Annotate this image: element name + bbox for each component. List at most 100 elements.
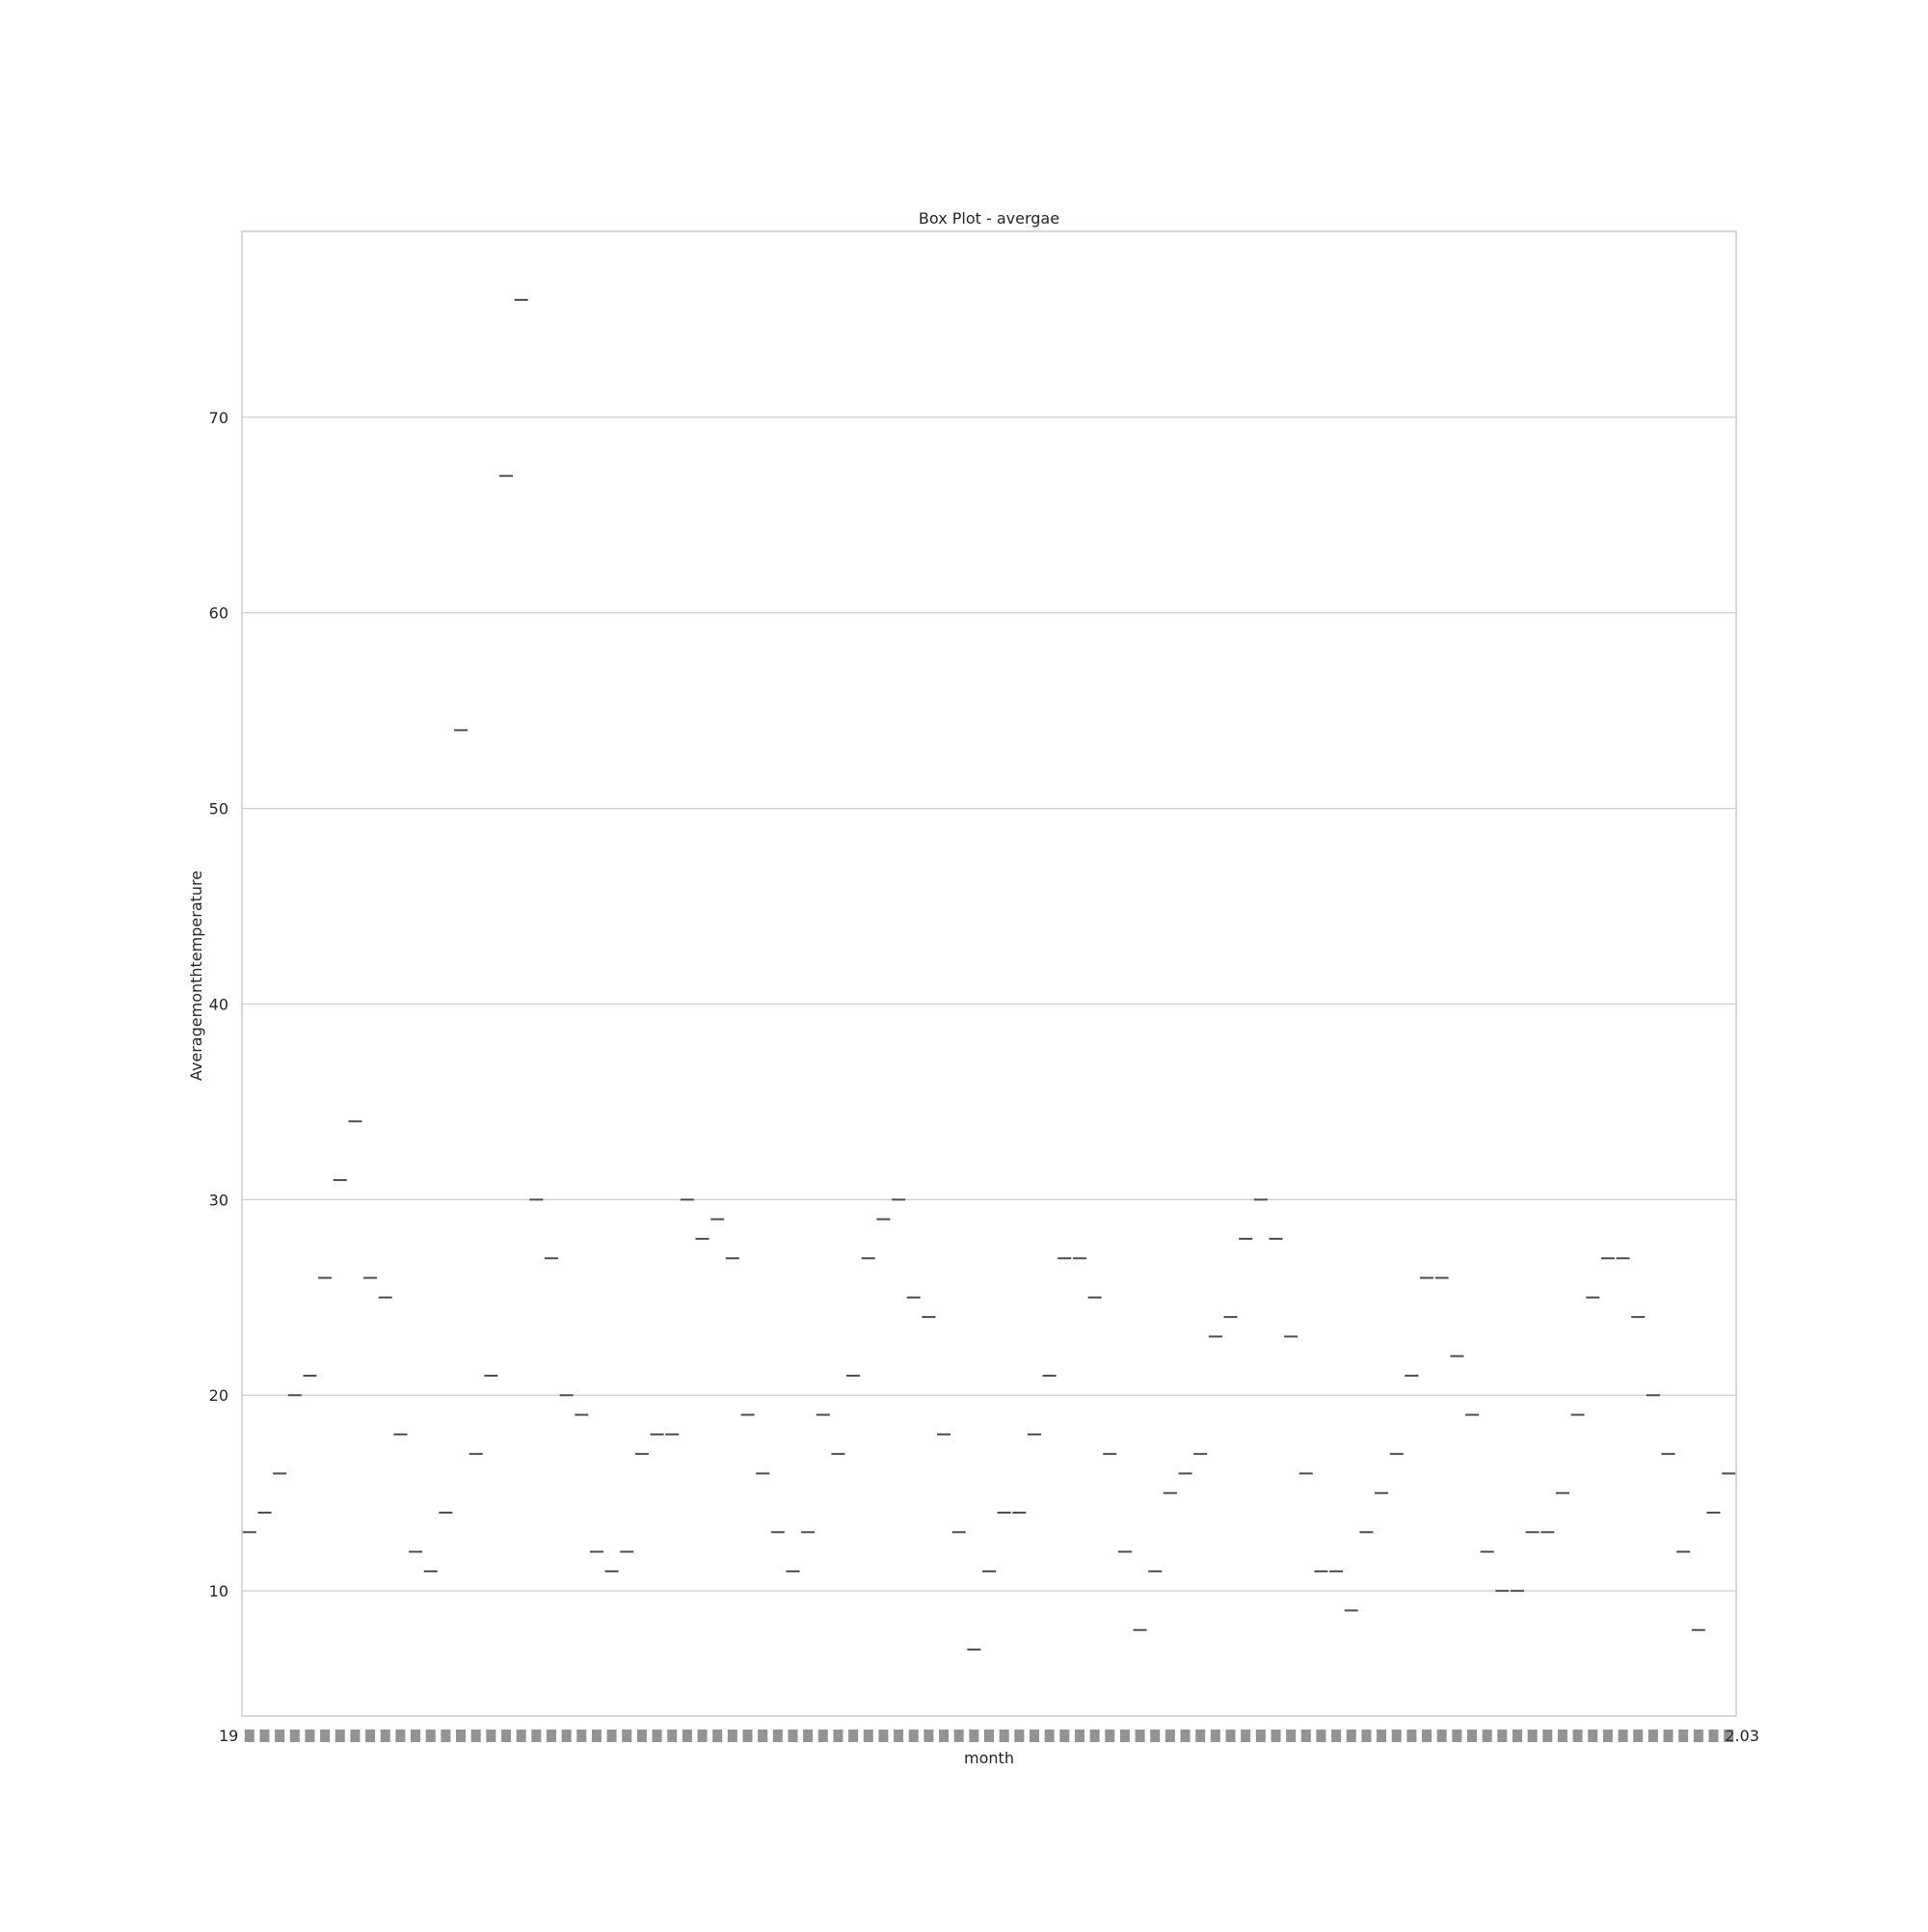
x-tick-label-overlap (1647, 1730, 1658, 1742)
x-tick-label-overlap (1241, 1730, 1251, 1742)
x-tick-label-overlap (1316, 1730, 1326, 1742)
x-tick-label-overlap (984, 1730, 994, 1742)
y-tick-label: 30 (209, 1191, 228, 1209)
x-tick-label-overlap (1527, 1730, 1538, 1742)
grid-lines (242, 416, 1736, 1592)
x-tick-label-overlap (335, 1730, 345, 1742)
x-tick-label-overlap (1724, 1730, 1734, 1742)
x-tick-label-overlap (1195, 1730, 1206, 1742)
x-tick-label-overlap (652, 1730, 662, 1742)
x-tick-label-overlap (1693, 1730, 1703, 1742)
x-tick-label-overlap (1271, 1730, 1281, 1742)
x-tick-label-overlap (470, 1730, 481, 1742)
x-tick-label-overlap (1089, 1730, 1100, 1742)
x-tick-label-overlap (456, 1730, 467, 1742)
x-tick-label-overlap (833, 1730, 844, 1742)
x-axis-ticks: 19 2.03 (219, 1727, 1759, 1745)
x-tick-label-overlap (1482, 1730, 1492, 1742)
x-tick-label-overlap (969, 1730, 979, 1742)
x-tick-label-overlap (320, 1730, 331, 1742)
x-tick-label-overlap (1422, 1730, 1433, 1742)
x-tick-label-overlap (1542, 1730, 1553, 1742)
x-tick-label-overlap (742, 1730, 753, 1742)
x-tick-label-overlap (350, 1730, 361, 1742)
x-tick-label-overlap (1602, 1730, 1613, 1742)
x-tick-label-overlap (1346, 1730, 1356, 1742)
x-tick-label-overlap (712, 1730, 723, 1742)
x-tick-label-overlap (244, 1730, 254, 1742)
x-tick-label-overlap (667, 1730, 678, 1742)
x-tick-label-overlap (772, 1730, 783, 1742)
x-tick-label-overlap (1180, 1730, 1191, 1742)
x-tick-label-overlap (1512, 1730, 1522, 1742)
x-tick-label-overlap (1331, 1730, 1342, 1742)
x-tick-label-overlap (1406, 1730, 1417, 1742)
x-tick-label-overlap (275, 1730, 285, 1742)
x-tick-label-overlap (878, 1730, 889, 1742)
x-tick-label-overlap (636, 1730, 647, 1742)
x-tick-label-overlap (758, 1730, 768, 1742)
y-axis-ticks: 10 20 30 40 50 60 70 (209, 409, 228, 1600)
x-tick-label-overlap (697, 1730, 708, 1742)
x-tick-label-overlap (561, 1730, 572, 1742)
x-tick-label-overlap (803, 1730, 814, 1742)
y-axis-label: Averagemonthtemperature (187, 871, 205, 1081)
x-tick-label-overlap (924, 1730, 934, 1742)
x-tick-label-overlap (486, 1730, 496, 1742)
x-axis-label: month (964, 1749, 1014, 1767)
x-tick-label-overlap (1286, 1730, 1297, 1742)
box-marks (242, 299, 1736, 1651)
x-tick-label-overlap (1014, 1730, 1025, 1742)
x-tick-label-overlap (1029, 1730, 1039, 1742)
x-tick-label-overlap (591, 1730, 602, 1742)
x-tick-label-overlap (817, 1730, 828, 1742)
x-tick-label-overlap (1557, 1730, 1567, 1742)
x-tick-label-overlap (1663, 1730, 1674, 1742)
x-tick-label-overlap (411, 1730, 421, 1742)
x-tick-label-overlap (1588, 1730, 1598, 1742)
x-tick-label-overlap (1452, 1730, 1462, 1742)
x-tick-label-overlap (1105, 1730, 1115, 1742)
x-tick-label-overlap (1225, 1730, 1236, 1742)
x-tick-label-overlap (788, 1730, 798, 1742)
x-tick-label-overlap (1678, 1730, 1689, 1742)
x-tick-label-overlap (1074, 1730, 1084, 1742)
y-tick-label: 40 (209, 995, 228, 1013)
x-tick-label-overlap (1467, 1730, 1478, 1742)
x-tick-label-overlap (727, 1730, 737, 1742)
x-tick-label-overlap (500, 1730, 511, 1742)
x-tick-label-overlap (1059, 1730, 1070, 1742)
x-tick-label-overlap (1150, 1730, 1161, 1742)
x-tick-label-overlap (259, 1730, 270, 1742)
x-tick-label-overlap (576, 1730, 587, 1742)
x-tick-label-overlap (1633, 1730, 1644, 1742)
x-tick-label-overlap (1165, 1730, 1175, 1742)
x-tick-label-overlap (1391, 1730, 1402, 1742)
x-tick-label-overlap (305, 1730, 315, 1742)
x-tick-label-overlap (1436, 1730, 1447, 1742)
x-tick-label-overlap (1119, 1730, 1130, 1742)
x-tick-label-overlap (1377, 1730, 1387, 1742)
x-tick-label-overlap (939, 1730, 950, 1742)
x-tick-label-overlap (516, 1730, 526, 1742)
x-tick-labels-overlap (244, 1730, 1734, 1742)
x-tick-label-overlap (1618, 1730, 1628, 1742)
x-tick-label-overlap (1708, 1730, 1719, 1742)
x-tick-label-overlap (863, 1730, 873, 1742)
x-tick-label-overlap (1044, 1730, 1055, 1742)
x-tick-label-overlap (1361, 1730, 1372, 1742)
x-tick-label-overlap (531, 1730, 542, 1742)
x-tick-label-overlap (1572, 1730, 1583, 1742)
x-tick-label-overlap (848, 1730, 859, 1742)
x-tick-label-overlap (425, 1730, 436, 1742)
chart-title: Box Plot - avergae (919, 209, 1059, 228)
x-tick-label-overlap (953, 1730, 964, 1742)
y-tick-label: 70 (209, 409, 228, 427)
x-tick-label-overlap (395, 1730, 406, 1742)
x-tick-label-overlap (1300, 1730, 1311, 1742)
x-tick-label-overlap (546, 1730, 556, 1742)
y-tick-label: 50 (209, 800, 228, 818)
y-tick-label: 10 (209, 1582, 228, 1600)
